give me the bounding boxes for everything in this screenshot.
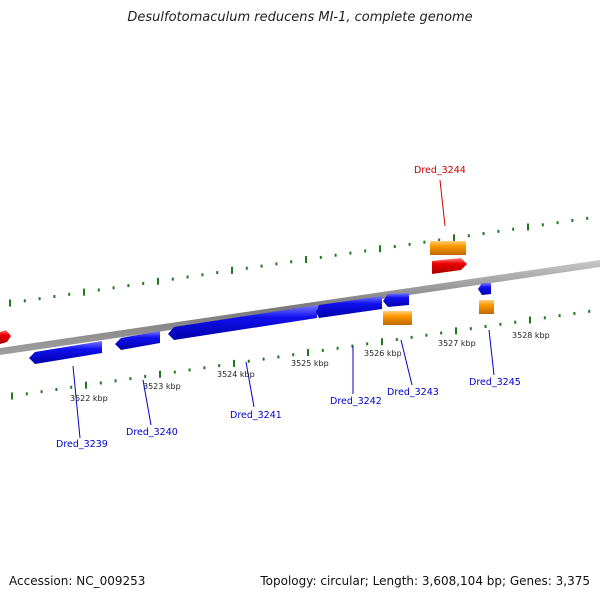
- tick-label-3527: 3527 kbp: [438, 339, 476, 348]
- gene-label-dred-3245[interactable]: Dred_3245: [469, 377, 521, 388]
- gene-labels: Dred_3239 Dred_3240 Dred_3241 Dred_3242 …: [56, 165, 521, 450]
- rna-feature-upper[interactable]: [430, 241, 466, 255]
- gene-arrow-dred-3239[interactable]: [29, 341, 102, 364]
- accession-text: Accession: NC_009253: [9, 574, 146, 588]
- gene-arrow-dred-3242[interactable]: [316, 296, 382, 318]
- gene-label-dred-3240[interactable]: Dred_3240: [126, 427, 178, 438]
- map-title: Desulfotomaculum reducens MI-1, complete…: [127, 10, 473, 25]
- gene-label-leaders: [72, 179, 495, 439]
- tick-label-3528: 3528 kbp: [512, 331, 550, 340]
- gene-label-dred-3239[interactable]: Dred_3239: [56, 439, 108, 450]
- gene-label-dred-3241[interactable]: Dred_3241: [230, 410, 282, 421]
- tick-labels: 3522 kbp 3523 kbp 3524 kbp 3525 kbp 3526…: [70, 331, 550, 403]
- gene-features: [0, 241, 494, 364]
- gene-arrow-dred-3241[interactable]: [168, 305, 317, 340]
- tick-label-3524: 3524 kbp: [217, 370, 255, 379]
- gene-arrow-partial-left[interactable]: [0, 330, 11, 344]
- tick-label-3522: 3522 kbp: [70, 394, 108, 403]
- gene-label-dred-3244[interactable]: Dred_3244: [414, 165, 466, 176]
- tick-label-3523: 3523 kbp: [143, 382, 181, 391]
- gene-label-dred-3243[interactable]: Dred_3243: [387, 387, 439, 398]
- gene-arrow-dred-3240[interactable]: [115, 331, 160, 350]
- gene-arrow-dred-3245[interactable]: [478, 283, 491, 295]
- gene-label-dred-3242[interactable]: Dred_3242: [330, 396, 382, 407]
- gene-arrow-dred-3243[interactable]: [383, 293, 409, 307]
- genome-backbone: [0, 260, 600, 355]
- tick-label-3525: 3525 kbp: [291, 359, 329, 368]
- genome-stats-text: Topology: circular; Length: 3,608,104 bp…: [260, 574, 590, 588]
- upper-tick-row: [9, 216, 589, 307]
- gene-arrow-dred-3244[interactable]: [432, 258, 467, 274]
- lower-tick-row: [11, 309, 591, 400]
- rna-feature-right[interactable]: [479, 300, 494, 314]
- rna-feature-middle[interactable]: [383, 311, 412, 325]
- tick-label-3526: 3526 kbp: [364, 349, 402, 358]
